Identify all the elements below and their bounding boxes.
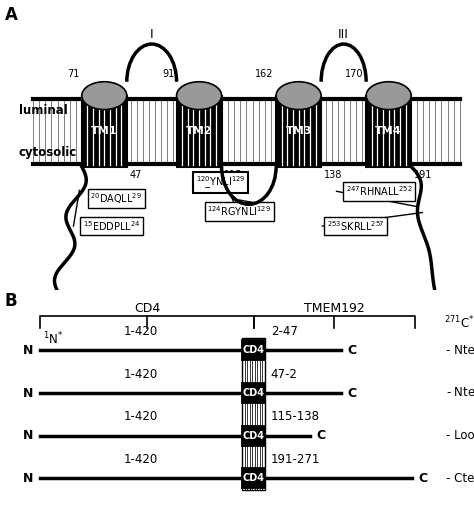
Text: C: C (316, 429, 325, 442)
Text: TM2: TM2 (186, 126, 212, 136)
FancyBboxPatch shape (242, 469, 265, 489)
Text: N: N (23, 344, 33, 357)
Text: TM1: TM1 (91, 126, 118, 136)
Text: $^{247}$RHNALL$^{252}$: $^{247}$RHNALL$^{252}$ (346, 184, 412, 198)
Text: cytosolic: cytosolic (19, 145, 77, 159)
Text: TM4: TM4 (375, 126, 402, 136)
Text: A: A (5, 6, 18, 24)
Ellipse shape (176, 82, 221, 110)
Text: - Nterm: - Nterm (446, 344, 474, 357)
Text: 47: 47 (129, 170, 142, 180)
Text: TMEM192: TMEM192 (304, 302, 365, 315)
Text: 162: 162 (255, 69, 274, 79)
Text: - Loop-II: - Loop-II (446, 429, 474, 442)
FancyBboxPatch shape (33, 99, 460, 164)
Text: 115: 115 (224, 170, 243, 180)
Text: $^{271}$C$^{*}$: $^{271}$C$^{*}$ (444, 315, 474, 331)
Text: 47-2: 47-2 (271, 368, 298, 380)
FancyBboxPatch shape (276, 95, 321, 167)
Text: CD4: CD4 (243, 473, 264, 483)
Text: CD4: CD4 (243, 388, 264, 398)
Text: CD4: CD4 (243, 431, 264, 441)
FancyBboxPatch shape (82, 95, 127, 167)
Text: II: II (245, 210, 253, 223)
Text: 2-47: 2-47 (271, 325, 298, 338)
Text: B: B (5, 292, 18, 310)
Text: III: III (338, 28, 349, 41)
Text: - Nterm$_{inv}$: - Nterm$_{inv}$ (446, 385, 474, 401)
Text: CD4: CD4 (134, 302, 160, 315)
FancyBboxPatch shape (242, 383, 265, 403)
Text: 1-420: 1-420 (124, 325, 158, 338)
Text: 71: 71 (67, 69, 79, 79)
Text: $^{120}$̲YNLI$^{129}$: $^{120}$̲YNLI$^{129}$ (196, 174, 245, 191)
Text: 170: 170 (345, 69, 364, 79)
Text: 91: 91 (162, 69, 174, 79)
Text: $^{15}$EDDPLL$^{24}$: $^{15}$EDDPLL$^{24}$ (82, 219, 140, 233)
Text: 191: 191 (413, 170, 432, 180)
Ellipse shape (82, 82, 127, 110)
Text: 138: 138 (323, 170, 342, 180)
Text: $^{124}$RGYNLI$^{129}$: $^{124}$RGYNLI$^{129}$ (208, 204, 271, 219)
Text: luminal: luminal (19, 104, 68, 116)
FancyBboxPatch shape (242, 338, 265, 491)
Text: I: I (150, 28, 154, 41)
Text: 1-420: 1-420 (124, 411, 158, 423)
Text: 191-271: 191-271 (271, 453, 320, 466)
Text: N: N (23, 472, 33, 485)
FancyBboxPatch shape (242, 426, 265, 446)
Text: 115-138: 115-138 (271, 411, 319, 423)
Text: N: N (23, 429, 33, 442)
Text: $^{253}$SKRLL$^{257}$: $^{253}$SKRLL$^{257}$ (327, 219, 384, 233)
Text: TM3: TM3 (285, 126, 312, 136)
Text: $^{20}$DAQLL$^{29}$: $^{20}$DAQLL$^{29}$ (90, 191, 142, 206)
FancyBboxPatch shape (366, 95, 411, 167)
Text: 1-420: 1-420 (124, 368, 158, 380)
Text: C: C (347, 344, 356, 357)
Text: CD4: CD4 (243, 345, 264, 355)
Text: 1-420: 1-420 (124, 453, 158, 466)
Text: C: C (347, 386, 356, 399)
Text: N: N (23, 386, 33, 399)
Text: - Cterm: - Cterm (446, 472, 474, 485)
Ellipse shape (276, 82, 321, 110)
Text: C: C (418, 472, 427, 485)
Ellipse shape (366, 82, 411, 110)
FancyBboxPatch shape (242, 340, 265, 360)
FancyBboxPatch shape (176, 95, 221, 167)
Text: $^{1}$N$^{*}$: $^{1}$N$^{*}$ (43, 330, 64, 347)
